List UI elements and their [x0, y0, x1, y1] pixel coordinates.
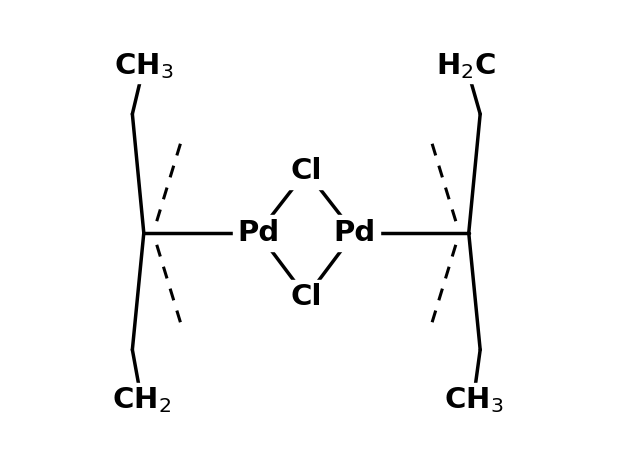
Text: Pd: Pd	[237, 219, 279, 247]
Text: CH$_2$: CH$_2$	[112, 385, 171, 415]
Text: CH$_3$: CH$_3$	[114, 51, 173, 81]
Text: Cl: Cl	[291, 157, 322, 185]
Text: Cl: Cl	[291, 283, 322, 311]
Text: Pd: Pd	[333, 219, 376, 247]
Text: H$_2$C: H$_2$C	[436, 51, 497, 81]
Text: CH$_3$: CH$_3$	[444, 385, 503, 415]
